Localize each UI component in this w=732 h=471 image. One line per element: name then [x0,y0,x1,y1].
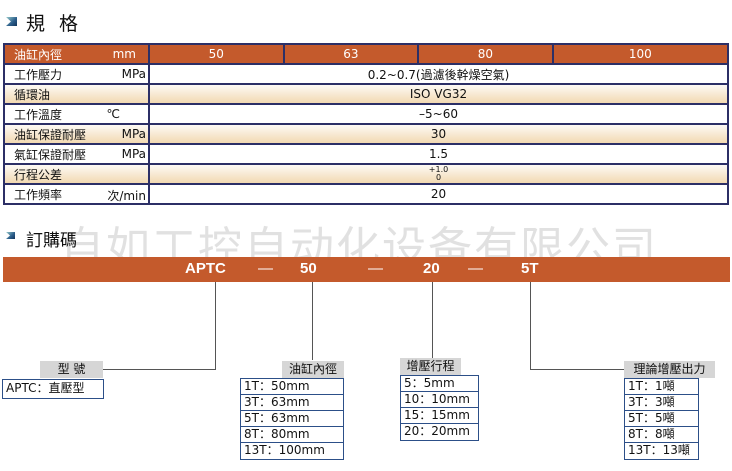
code-dash: — [258,260,273,277]
connector-line [215,282,216,370]
stroke-caption: 增壓行程 [400,358,461,375]
row-value: ISO VG32 [148,83,729,105]
row-unit: MPa [121,67,146,81]
table-row: 循環油 ISO VG32 [3,83,729,105]
code-stroke: 20 [423,260,440,277]
table-row: 氣缸保證耐壓 MPa 1.5 [3,143,729,165]
table-row: 行程公差 +1.0 0 [3,163,729,185]
row-label-text: 氣缸保證耐壓 [14,147,87,162]
force-caption: 理論增壓出力 [624,361,715,378]
connector-line [432,282,433,358]
row-label: 工作頻率 次/min [3,183,150,205]
connector-line [530,282,531,370]
connector-line [312,282,313,360]
row-value: 0.2~0.7(過濾後幹燥空氣) [148,63,729,85]
row-label: 油缸保證耐壓 MPa [3,123,150,145]
row-label: 循環油 [3,83,150,105]
list-item: 8T：80mm [241,427,343,443]
connector-line [103,369,216,370]
row-label: 工作溫度 ℃ [3,103,150,125]
tolerance: +1.0 0 [429,166,448,182]
header-label: 油缸內徑 mm [3,43,150,65]
bore-caption: 油缸內徑 [282,361,344,378]
row-value: 20 [148,183,729,205]
row-unit: ℃ [106,107,120,121]
list-item: 1T：1噸 [625,379,698,395]
row-value: –5~60 [148,103,729,125]
list-item: 10：10mm [401,392,478,408]
header-cell: 63 [282,43,420,65]
header-cell: 100 [551,43,730,65]
header-label-text: 油缸內徑 [14,47,63,62]
section-bullet-icon [6,232,15,239]
code-bore: 50 [300,260,317,277]
row-label-text: 行程公差 [14,167,63,182]
code-dash: — [468,260,483,277]
row-label-text: 循環油 [14,87,51,102]
force-list: 1T：1噸 3T：3噸 5T：5噸 8T：8噸 13T：13噸 [624,378,699,460]
row-label: 行程公差 [3,163,150,185]
table-row: 工作頻率 次/min 20 [3,183,729,205]
header-unit: mm [112,47,136,61]
list-item: 5T：5噸 [625,411,698,427]
list-item: 5T：63mm [241,411,343,427]
row-value: +1.0 0 [148,163,729,185]
table-row: 油缸保證耐壓 MPa 30 [3,123,729,145]
list-item: 3T：3噸 [625,395,698,411]
row-label: 工作壓力 MPa [3,63,150,85]
code-series: APTC [185,260,226,277]
row-unit: 次/min [107,189,146,203]
row-label-text: 油缸保證耐壓 [14,127,87,142]
list-item: 13T：13噸 [628,443,690,457]
list-item: 3T：63mm [241,395,343,411]
code-dash: — [368,260,383,277]
row-value: 1.5 [148,143,729,165]
order-code-bar: APTC — 50 — 20 — 5T [3,257,730,282]
model-caption: 型 號 [40,361,103,378]
tolerance-upper: +1.0 [428,165,449,174]
code-force: 5T [521,260,539,277]
row-unit: MPa [121,147,146,161]
specs-table: 油缸內徑 mm 50 63 80 100 工作壓力 MPa 0.2~0.7(過濾後幹… [3,43,730,205]
row-label: 氣缸保證耐壓 MPa [3,143,150,165]
model-list: APTC：直壓型 [2,379,104,399]
list-item: 13T：100mm [244,443,325,457]
connector-line [530,369,624,370]
table-row: 工作溫度 ℃ –5~60 [3,103,729,125]
list-item: APTC：直壓型 [6,381,85,395]
row-unit: MPa [121,127,146,141]
header-cell: 80 [417,43,554,65]
table-row: 工作壓力 MPa 0.2~0.7(過濾後幹燥空氣) [3,63,729,85]
list-item: 8T：8噸 [625,427,698,443]
row-label-text: 工作溫度 [14,107,63,122]
section-bullet-icon [6,17,17,26]
list-item: 5：5mm [401,376,478,392]
list-item: 1T：50mm [241,379,343,395]
table-header-row: 油缸內徑 mm 50 63 80 100 [3,43,730,65]
list-item: 15：15mm [401,408,478,424]
row-label-text: 工作頻率 [14,187,63,202]
order-title: 訂購碼 [26,231,77,251]
stroke-list: 5：5mm 10：10mm 15：15mm 20：20mm [400,375,479,441]
row-value: 30 [148,123,729,145]
specs-title: 規 格 [26,13,83,35]
list-item: 20：20mm [404,424,470,438]
row-label-text: 工作壓力 [14,67,63,82]
bore-list: 1T：50mm 3T：63mm 5T：63mm 8T：80mm 13T：100m… [240,378,344,460]
tolerance-lower: 0 [435,173,442,182]
header-cell: 50 [148,43,285,65]
